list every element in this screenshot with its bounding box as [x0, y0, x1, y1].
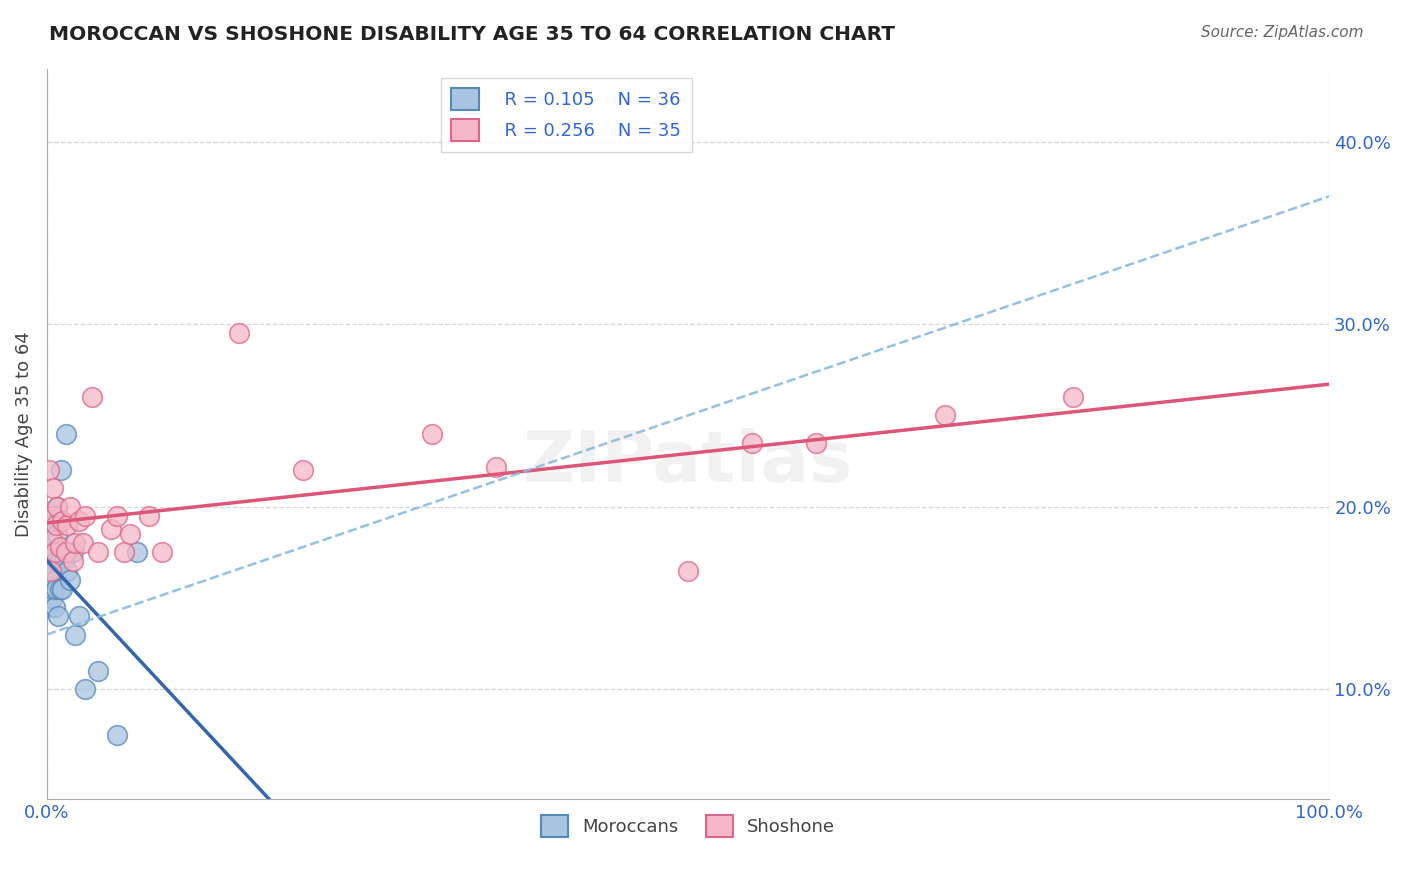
Point	[1062, 390, 1084, 404]
Point	[38, 573, 60, 587]
Point	[67, 514, 90, 528]
Point	[107, 508, 129, 523]
Point	[35, 582, 58, 596]
Point	[48, 582, 70, 596]
Point	[35, 564, 58, 578]
Point	[45, 582, 67, 596]
Point	[39, 564, 62, 578]
Point	[39, 518, 62, 533]
Point	[72, 536, 94, 550]
Point	[44, 545, 66, 559]
Point	[56, 518, 79, 533]
Point	[42, 482, 65, 496]
Point	[292, 463, 315, 477]
Point	[42, 582, 65, 596]
Point	[46, 500, 69, 514]
Point	[59, 573, 82, 587]
Point	[63, 536, 86, 550]
Point	[55, 545, 77, 559]
Point	[41, 569, 63, 583]
Point	[485, 459, 508, 474]
Point	[676, 564, 699, 578]
Point	[48, 609, 70, 624]
Legend: Moroccans, Shoshone: Moroccans, Shoshone	[534, 808, 842, 845]
Point	[42, 545, 65, 559]
Point	[39, 564, 62, 578]
Point	[80, 390, 103, 404]
Point	[138, 508, 160, 523]
Point	[112, 545, 135, 559]
Point	[63, 627, 86, 641]
Point	[56, 564, 79, 578]
Point	[45, 518, 67, 533]
Point	[41, 533, 63, 547]
Point	[741, 435, 763, 450]
Point	[100, 522, 122, 536]
Point	[45, 554, 67, 568]
Point	[38, 463, 60, 477]
Point	[75, 682, 97, 697]
Point	[107, 728, 129, 742]
Point	[51, 582, 73, 596]
Point	[44, 600, 66, 615]
Point	[42, 564, 65, 578]
Point	[62, 545, 84, 559]
Point	[806, 435, 828, 450]
Point	[46, 527, 69, 541]
Point	[44, 573, 66, 587]
Point	[52, 554, 75, 568]
Point	[49, 463, 72, 477]
Text: MOROCCAN VS SHOSHONE DISABILITY AGE 35 TO 64 CORRELATION CHART: MOROCCAN VS SHOSHONE DISABILITY AGE 35 T…	[49, 25, 896, 44]
Point	[44, 545, 66, 559]
Point	[48, 540, 70, 554]
Point	[420, 426, 443, 441]
Point	[150, 545, 173, 559]
Point	[37, 600, 59, 615]
Point	[42, 508, 65, 523]
Point	[67, 609, 90, 624]
Text: Source: ZipAtlas.com: Source: ZipAtlas.com	[1201, 25, 1364, 40]
Point	[87, 545, 110, 559]
Point	[41, 591, 63, 605]
Point	[38, 545, 60, 559]
Text: ZIPatlas: ZIPatlas	[523, 428, 853, 498]
Point	[55, 426, 77, 441]
Point	[120, 527, 142, 541]
Y-axis label: Disability Age 35 to 64: Disability Age 35 to 64	[15, 331, 32, 537]
Point	[39, 582, 62, 596]
Point	[51, 514, 73, 528]
Point	[228, 326, 250, 341]
Point	[125, 545, 148, 559]
Point	[48, 554, 70, 568]
Point	[59, 500, 82, 514]
Point	[46, 500, 69, 514]
Point	[934, 409, 956, 423]
Point	[75, 508, 97, 523]
Point	[62, 554, 84, 568]
Point	[87, 664, 110, 678]
